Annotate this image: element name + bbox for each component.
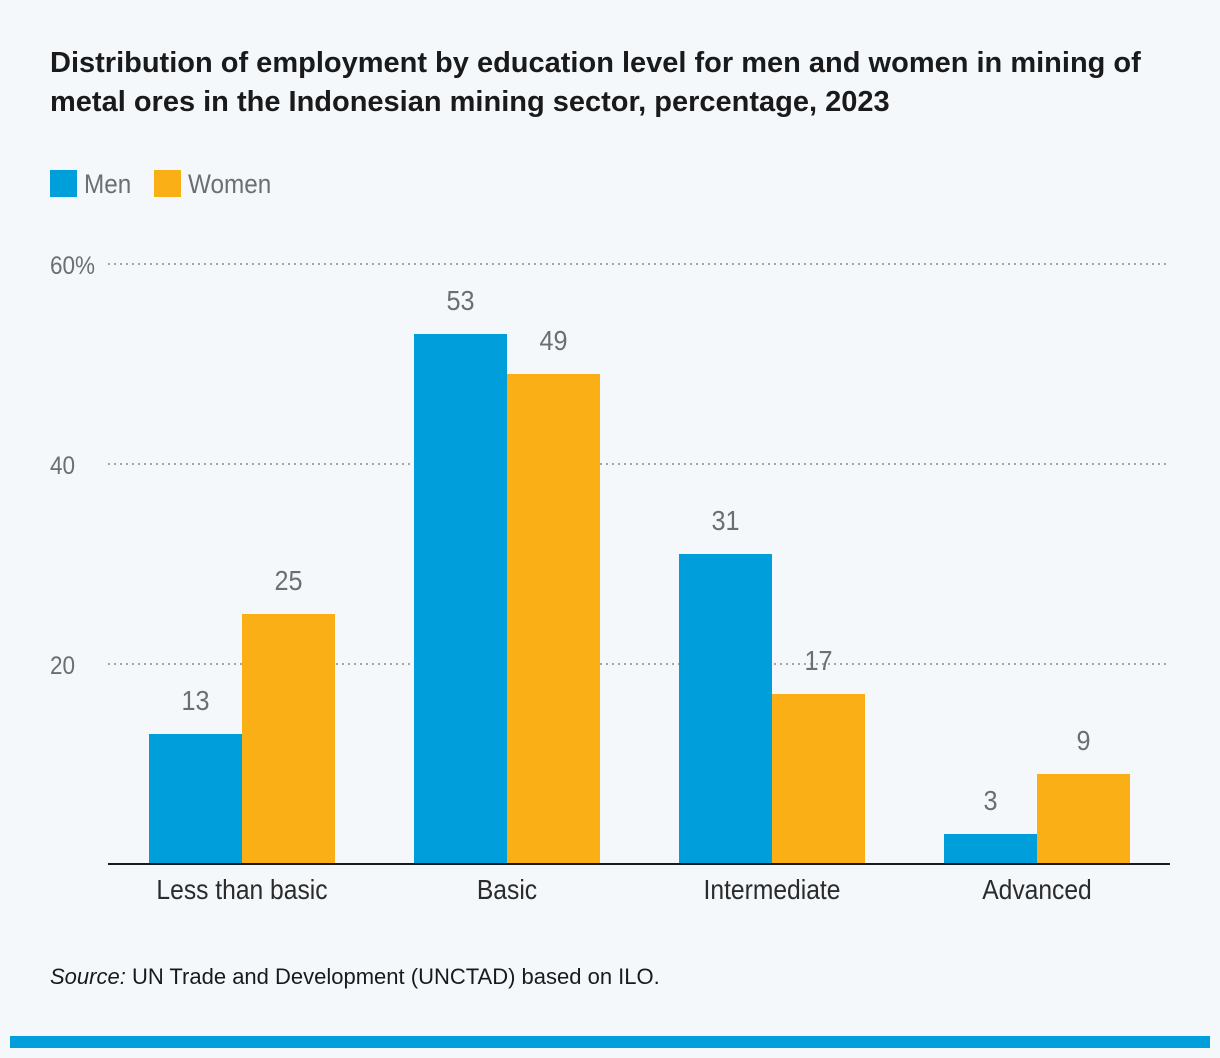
y-tick-label: 60% — [50, 252, 95, 280]
data-label: 49 — [539, 325, 567, 357]
source-prefix: Source: — [50, 964, 126, 989]
legend-swatch-women — [154, 170, 181, 197]
x-tick-label: Less than basic — [156, 874, 327, 906]
data-label: 13 — [181, 685, 209, 717]
bar-men — [944, 834, 1037, 864]
data-label: 31 — [711, 505, 739, 537]
bar-men — [679, 554, 772, 864]
bar-women — [772, 694, 865, 864]
chart-title: Distribution of employment by education … — [50, 47, 1141, 118]
legend-swatch-men — [50, 170, 77, 197]
data-label: 17 — [804, 645, 832, 677]
x-tick-label: Basic — [477, 874, 537, 906]
legend-label-men: Men — [84, 170, 131, 199]
data-label: 3 — [983, 785, 997, 817]
bar-men — [414, 334, 507, 864]
y-tick-label: 40 — [50, 452, 75, 480]
bar-women — [1037, 774, 1130, 864]
data-label: 9 — [1076, 725, 1090, 757]
source-text: UN Trade and Development (UNCTAD) based … — [125, 964, 660, 989]
source-note: Source: UN Trade and Development (UNCTAD… — [50, 964, 660, 990]
bar-women — [507, 374, 600, 864]
legend-label-women: Women — [188, 170, 271, 199]
y-tick-label: 20 — [50, 652, 75, 680]
bar-men — [149, 734, 242, 864]
data-label: 25 — [274, 565, 302, 597]
bar-women — [242, 614, 335, 864]
x-tick-label: Advanced — [982, 874, 1092, 906]
data-label: 53 — [446, 285, 474, 317]
bottom-accent-bar — [10, 1036, 1210, 1048]
x-tick-label: Intermediate — [704, 874, 841, 906]
